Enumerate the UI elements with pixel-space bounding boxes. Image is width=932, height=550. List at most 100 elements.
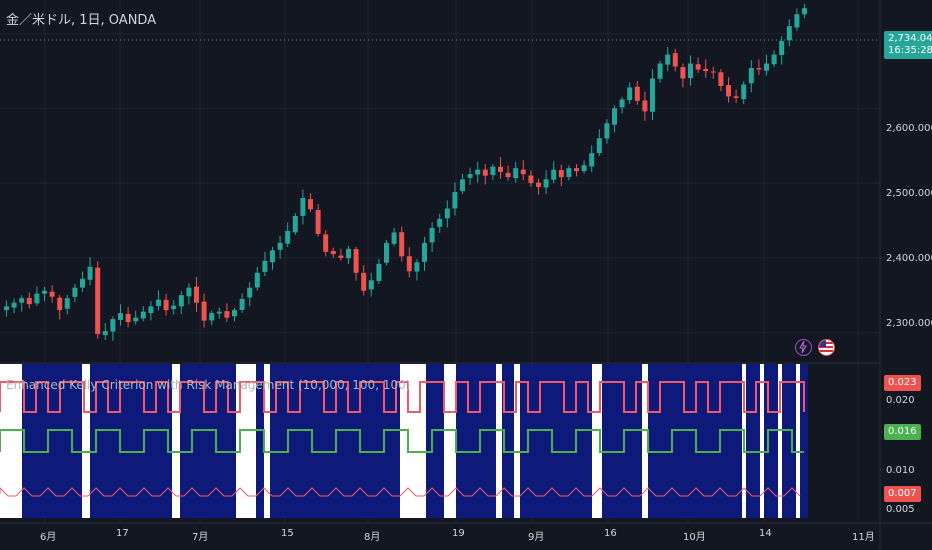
candle-body xyxy=(437,218,443,227)
candle-body xyxy=(80,278,85,288)
us-flag-icon[interactable] xyxy=(818,339,835,356)
candle-body xyxy=(710,71,716,73)
candle-body xyxy=(634,86,640,101)
candle-body xyxy=(475,169,481,175)
candle-body xyxy=(467,174,473,178)
candle-body xyxy=(551,169,557,180)
chart-title: 金／米ドル, 1日, OANDA xyxy=(6,13,157,28)
regime-gap xyxy=(592,364,602,518)
candle-body xyxy=(452,192,458,209)
time-label-jul: 7月 xyxy=(192,532,209,543)
candle-body xyxy=(232,310,237,317)
time-label-sep: 9月 xyxy=(528,532,545,543)
time-label-16: 16 xyxy=(604,528,617,539)
candle-body xyxy=(619,99,625,108)
candle-body xyxy=(520,169,526,175)
candle-body xyxy=(338,255,344,258)
candle-body xyxy=(771,54,777,65)
candle-body xyxy=(148,306,154,314)
candle-body xyxy=(300,198,306,216)
candle-body xyxy=(422,242,427,262)
candle-body xyxy=(589,153,595,167)
candle-body xyxy=(794,14,800,28)
candle-body xyxy=(216,311,222,314)
indicator-tick-0020: 0.020 xyxy=(886,395,915,406)
candle-body xyxy=(171,305,177,310)
green-kelly-line xyxy=(0,429,804,453)
indicator-tick-0010: 0.010 xyxy=(886,465,915,476)
time-label-aug: 8月 xyxy=(364,532,381,543)
indicator-title[interactable]: Enhanced Kelly Criterion with Risk Manag… xyxy=(6,378,411,392)
current-price-label: 2,734.045 16:35:28 xyxy=(884,31,932,59)
candle-body xyxy=(460,179,465,192)
candle-body xyxy=(323,234,329,252)
current-price-value: 2,734.045 xyxy=(888,33,932,44)
indicator-green-label: 0.016 xyxy=(884,424,921,440)
candle-body xyxy=(315,209,321,234)
candle-body xyxy=(277,242,283,250)
candle-body xyxy=(558,170,564,178)
candle-body xyxy=(163,299,169,311)
candle-body xyxy=(444,208,450,219)
time-label-17: 17 xyxy=(116,528,129,539)
candle-body xyxy=(718,72,724,86)
candle-body xyxy=(254,272,260,288)
candle-body xyxy=(201,301,207,321)
candle-body xyxy=(642,100,648,112)
candle-body xyxy=(346,248,351,259)
candle-body xyxy=(376,263,382,281)
candle-body xyxy=(574,168,579,172)
candle-body xyxy=(764,63,769,71)
time-label-nov: 11月 xyxy=(852,532,875,543)
candle-body xyxy=(292,215,298,233)
price-tick-2600: 2,600.000 xyxy=(886,123,932,134)
price-tick-2500: 2,500.000 xyxy=(886,188,932,199)
lightning-icon[interactable] xyxy=(795,339,812,356)
price-tick-2400: 2,400.000 xyxy=(886,253,932,264)
time-label-jun: 6月 xyxy=(40,532,57,543)
candle-body xyxy=(239,298,245,310)
candle-body xyxy=(368,280,374,290)
time-label-14: 14 xyxy=(759,528,772,539)
candle-body xyxy=(650,78,655,112)
time-label-oct: 10月 xyxy=(683,532,706,543)
regime-gap xyxy=(82,364,90,518)
candle-body xyxy=(49,291,55,297)
candle-body xyxy=(414,262,420,272)
indicator-lines xyxy=(0,381,805,497)
candle-body xyxy=(703,68,709,71)
regime-gap xyxy=(444,364,456,518)
candle-body xyxy=(247,287,253,298)
candle-body xyxy=(19,298,25,303)
candle-body xyxy=(125,313,131,323)
candle-body xyxy=(391,232,397,244)
candle-body xyxy=(133,317,139,322)
candle-body xyxy=(513,168,519,179)
candle-body xyxy=(596,138,602,154)
indicator-background xyxy=(0,364,808,518)
candle-body xyxy=(688,63,693,79)
candle-body xyxy=(270,250,275,263)
indicator-red-bottom-label: 0.007 xyxy=(884,486,921,502)
candle-body xyxy=(665,54,671,65)
red-kelly-line xyxy=(0,381,805,413)
candle-body xyxy=(262,260,268,272)
candle-body xyxy=(156,299,161,306)
candle-body xyxy=(308,199,313,210)
candle-body xyxy=(498,166,503,172)
candle-body xyxy=(672,53,678,67)
candle-body xyxy=(330,250,336,255)
candle-body xyxy=(536,182,541,187)
candle-body xyxy=(627,87,633,101)
regime-gap xyxy=(264,364,270,518)
candle-body xyxy=(42,290,47,294)
candle-body xyxy=(118,313,123,320)
candle-body xyxy=(353,249,359,273)
candle-body xyxy=(581,165,587,172)
candle-body xyxy=(384,242,389,263)
candle-body xyxy=(756,68,762,70)
candle-body xyxy=(733,96,739,98)
candle-body xyxy=(726,84,731,97)
candle-body xyxy=(224,311,230,318)
